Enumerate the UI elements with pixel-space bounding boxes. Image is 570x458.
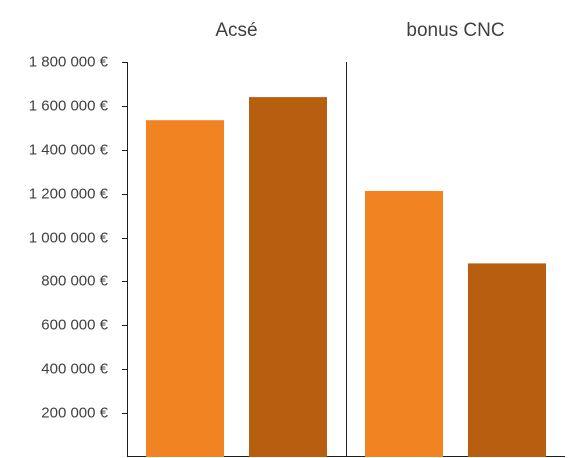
- bars-layer: [146, 97, 546, 457]
- y-tick-label: 1 000 000 €: [29, 229, 109, 246]
- group-labels: Acsé bonus CNC: [215, 20, 504, 41]
- bar-1-series-2: [249, 97, 327, 457]
- y-tick-label: 200 000 €: [41, 404, 108, 421]
- bar-1-series-1: [146, 120, 224, 457]
- y-tick-label: 400 000 €: [41, 360, 108, 377]
- y-axis-ticks: 200 000 € 400 000 € 600 000 € 800 000 € 1 00…: [29, 53, 127, 421]
- y-tick-label: 1 200 000 €: [29, 185, 109, 202]
- group-label: bonus CNC: [406, 20, 504, 41]
- y-tick-label: 1 400 000 €: [29, 141, 109, 158]
- bar-2-series-2: [468, 263, 546, 457]
- y-tick-label: 800 000 €: [41, 272, 108, 289]
- group-label: Acsé: [215, 20, 257, 41]
- y-tick-label: 1 800 000 €: [29, 53, 109, 70]
- bar-2-series-1: [365, 191, 443, 457]
- y-tick-label: 600 000 €: [41, 316, 108, 333]
- y-tick-label: 1 600 000 €: [29, 97, 109, 114]
